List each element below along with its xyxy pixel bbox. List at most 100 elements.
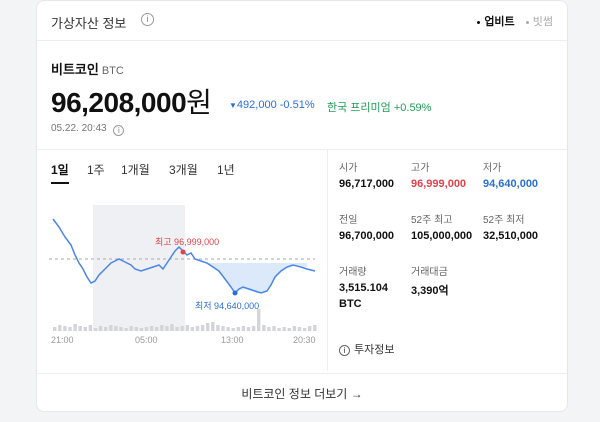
stat-52w-low: 52주 최저 32,510,000 xyxy=(483,215,539,242)
volume-bar xyxy=(308,326,312,331)
volume-bar xyxy=(267,327,271,331)
stat-low: 저가 94,640,000 xyxy=(483,163,539,190)
price-line xyxy=(52,218,316,295)
tab-1week[interactable]: 1주 xyxy=(87,163,105,177)
x-tick: 05:00 xyxy=(135,335,158,345)
session-highlight xyxy=(93,205,185,331)
volume-bar xyxy=(68,327,72,331)
high-marker xyxy=(180,249,186,255)
volume-bar xyxy=(216,325,220,331)
tab-1year[interactable]: 1년 xyxy=(217,163,235,177)
volume-bar xyxy=(251,326,256,331)
volume-bar xyxy=(170,324,174,331)
tab-bithumb[interactable]: 빗썸 xyxy=(525,16,553,28)
volume-bar xyxy=(175,327,179,331)
volume-bar xyxy=(221,326,225,331)
volume-bar xyxy=(114,326,118,331)
low-marker xyxy=(232,290,238,296)
volume-bar xyxy=(180,326,184,331)
volume-bar xyxy=(155,327,159,331)
low-label: 최저 94,640,000 xyxy=(195,301,259,311)
info-icon[interactable]: i xyxy=(141,13,154,26)
volume-bar xyxy=(144,327,149,331)
volume-bar xyxy=(83,327,87,331)
dot-icon xyxy=(477,20,481,24)
high-label: 최고 96,999,000 xyxy=(155,237,219,247)
volume-bar xyxy=(119,327,123,331)
volume-bar xyxy=(58,325,62,331)
volume-bar xyxy=(109,325,113,331)
coin-symbol: BTC xyxy=(101,65,124,77)
volume-bar xyxy=(185,325,189,331)
volume-bar xyxy=(313,325,317,331)
tab-3month[interactable]: 3개월 xyxy=(169,163,198,177)
volume-bar xyxy=(149,326,154,331)
price-chart[interactable]: 최고 96,999,000 최저 94,640,000 21:00 05:00 … xyxy=(45,197,325,347)
info-icon[interactable]: i xyxy=(113,125,125,136)
volume-bar xyxy=(241,326,246,331)
x-tick: 13:00 xyxy=(221,335,244,345)
volume-bar xyxy=(195,326,200,331)
timestamp: 05.22. 20:43 i xyxy=(51,123,125,136)
volume-bar xyxy=(282,327,286,331)
x-tick: 21:00 xyxy=(51,335,74,345)
volume-bar xyxy=(104,327,108,331)
stat-52w-high: 52주 최고 105,000,000 xyxy=(411,215,473,242)
volume-bar xyxy=(297,327,302,331)
stat-high: 고가 96,999,000 xyxy=(411,163,467,190)
volume-bar xyxy=(231,328,235,331)
volume-bar xyxy=(78,326,82,331)
dot-icon xyxy=(525,20,529,24)
volume-bar xyxy=(190,327,195,331)
volume-bars xyxy=(53,309,317,331)
price-change: ▼492,000 -0.51% xyxy=(229,99,315,111)
volume-bar xyxy=(206,323,210,331)
price-chart-svg: 최고 96,999,000 최저 94,640,000 21:00 05:00 … xyxy=(49,205,317,345)
volume-bar xyxy=(160,325,164,331)
korea-premium: 한국 프리미엄 +0.59% xyxy=(327,102,432,114)
crypto-info-card: 가상자산 정보 i 업비트 빗썸 비트코인 BTC 96,208,000원 ▼49… xyxy=(36,0,568,412)
volume-bar xyxy=(211,322,215,331)
tab-1day[interactable]: 1일 xyxy=(51,163,69,184)
x-tick: 20:30 xyxy=(293,335,316,345)
current-price: 96,208,000원 xyxy=(51,87,212,118)
tab-upbit[interactable]: 업비트 xyxy=(477,16,515,28)
volume-bar xyxy=(73,324,77,331)
stat-volume: 거래량 3,515.104 BTC xyxy=(339,267,388,310)
tab-1month[interactable]: 1개월 xyxy=(121,163,150,177)
more-info-link[interactable]: 비트코인 정보 더보기 → xyxy=(37,373,567,411)
volume-bar xyxy=(98,326,103,331)
investment-info-link[interactable]: i 투자정보 xyxy=(339,341,394,357)
volume-bar xyxy=(262,325,266,331)
volume-bar xyxy=(93,328,98,331)
drawdown-fill xyxy=(205,263,307,293)
volume-bar xyxy=(134,327,138,331)
divider xyxy=(37,149,567,150)
volume-bar xyxy=(53,327,57,331)
volume-bar xyxy=(302,328,307,331)
volume-bar xyxy=(139,328,144,331)
card-title: 가상자산 정보 xyxy=(51,16,127,31)
volume-bar xyxy=(246,327,251,331)
stat-prev-close: 전일 96,700,000 xyxy=(339,215,395,242)
coin-name: 비트코인 BTC xyxy=(51,62,124,77)
volume-bar xyxy=(200,325,205,331)
info-icon: i xyxy=(339,344,350,356)
down-arrow-icon: ▼ xyxy=(229,101,237,110)
volume-bar xyxy=(88,325,93,331)
volume-bar xyxy=(236,327,240,331)
volume-bar xyxy=(272,326,276,331)
volume-bar xyxy=(287,328,291,331)
vertical-divider xyxy=(327,149,328,371)
volume-bar xyxy=(257,309,261,331)
volume-bar xyxy=(63,326,67,331)
stat-trade-value: 거래대금 3,390억 xyxy=(411,267,449,297)
volume-bar xyxy=(292,326,297,331)
exchange-tabs: 업비트 빗썸 xyxy=(469,13,553,29)
stat-open: 시가 96,717,000 xyxy=(339,163,395,190)
volume-bar xyxy=(277,328,281,331)
volume-bar xyxy=(124,328,128,331)
volume-bar xyxy=(129,326,133,331)
volume-bar xyxy=(165,326,169,331)
volume-bar xyxy=(226,327,230,331)
